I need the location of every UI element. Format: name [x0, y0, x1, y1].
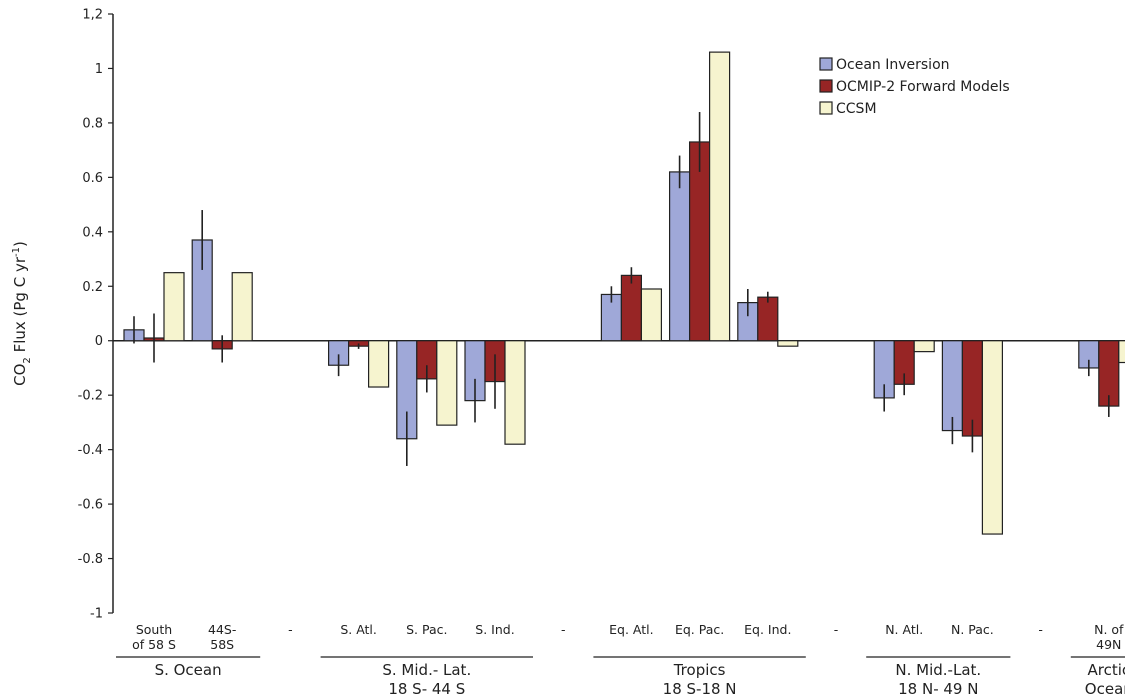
category-label: N. Atl.: [885, 622, 923, 637]
y-label-sup: -1: [11, 247, 22, 257]
bar-2-0: [163, 272, 185, 342]
group-label: 18 N- 49 N: [898, 680, 978, 698]
group-label: S. Mid.- Lat.: [382, 661, 471, 679]
category-label: -: [834, 622, 839, 637]
category-label: N. of: [1094, 622, 1124, 637]
category-label: S. Atl.: [340, 622, 377, 637]
bar-2-11: [913, 340, 935, 353]
category-label: 44S-: [208, 622, 236, 637]
category-label: N. Pac.: [951, 622, 994, 637]
bar-1-7: [620, 274, 643, 342]
bar-2-8: [708, 51, 731, 342]
y-tick-label: 0.4: [82, 225, 103, 240]
category-label: 58S: [210, 637, 234, 652]
y-label-end: ): [11, 241, 29, 247]
y-tick-label: 0: [95, 334, 103, 349]
legend-swatch-0: [819, 57, 833, 71]
legend-label-1: OCMIP-2 Forward Models: [836, 79, 1010, 95]
y-tick-label: 1: [95, 62, 103, 77]
y-label-sub: 2: [22, 357, 33, 363]
y-tick-label: 0.8: [82, 116, 103, 131]
y-tick-label: 0.2: [82, 280, 103, 295]
category-label: S. Ind.: [475, 622, 514, 637]
group-label: N. Mid.-Lat.: [895, 661, 981, 679]
bar-2-7: [640, 288, 663, 342]
group-label: Arctic: [1087, 661, 1125, 679]
y-tick-label: 1,2: [82, 8, 103, 23]
group-label: 18 S- 44 S: [388, 680, 465, 698]
y-label-co: CO: [11, 364, 29, 386]
y-tick-label: -0.6: [78, 498, 103, 513]
category-label: Eq. Atl.: [609, 622, 653, 637]
legend-swatch-2: [819, 101, 833, 115]
group-label: Ocean: [1085, 680, 1125, 698]
bar-2-14: [1118, 340, 1125, 364]
legend-label-2: CCSM: [836, 101, 877, 117]
category-label: 49N: [1096, 637, 1121, 652]
bar-2-5: [504, 340, 526, 445]
bar-2-12: [981, 340, 1004, 535]
y-label-mid: Flux (Pg C yr: [11, 256, 29, 357]
y-tick-label: -0.4: [78, 443, 103, 458]
y-tick-label: -1: [90, 607, 103, 622]
bar-2-9: [777, 340, 799, 347]
group-label: Tropics: [673, 661, 726, 679]
bar-2-1: [231, 272, 253, 342]
y-tick-label: -0.8: [78, 552, 103, 567]
category-label: Eq. Ind.: [744, 622, 791, 637]
category-label: -: [288, 622, 293, 637]
category-label: S. Pac.: [406, 622, 447, 637]
bar-2-4: [436, 340, 458, 426]
group-label: S. Ocean: [155, 661, 222, 679]
y-axis-label: CO2 Flux (Pg C yr-1): [11, 241, 33, 386]
group-label: 18 S-18 N: [663, 680, 737, 698]
y-tick-label: -0.2: [78, 389, 103, 404]
legend-label-0: Ocean Inversion: [836, 57, 950, 73]
bar-0-8: [668, 171, 691, 342]
bar-1-9: [757, 296, 779, 342]
y-tick-label: 0.6: [82, 171, 103, 186]
category-label: Eq. Pac.: [675, 622, 724, 637]
legend-swatch-1: [819, 79, 833, 93]
category-label: South: [136, 622, 172, 637]
bar-2-3: [368, 340, 390, 388]
category-label: -: [1038, 622, 1043, 637]
category-label: -: [561, 622, 566, 637]
category-label: of 58 S: [132, 637, 176, 652]
